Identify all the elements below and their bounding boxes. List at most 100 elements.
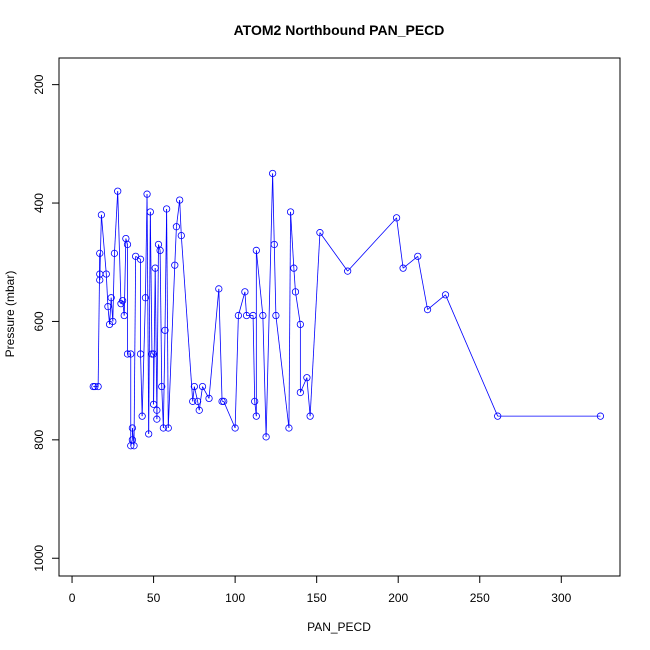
series-line-segment xyxy=(156,244,159,420)
series-line-segment xyxy=(192,386,195,402)
series-line-segment xyxy=(179,200,182,236)
data-point xyxy=(153,415,161,423)
data-point xyxy=(143,190,151,198)
data-point xyxy=(119,297,127,305)
data-point xyxy=(262,433,270,441)
data-point xyxy=(190,382,198,391)
data-point xyxy=(198,382,207,391)
y-tick-label: 800 xyxy=(32,430,46,450)
data-point xyxy=(102,270,110,278)
data-point xyxy=(306,412,314,420)
series-line-segment xyxy=(146,194,150,434)
data-point xyxy=(159,424,167,432)
series-line-segment xyxy=(162,330,166,429)
x-tick-label: 50 xyxy=(147,591,161,605)
data-point xyxy=(269,169,277,178)
series-line-segment xyxy=(180,235,194,402)
data-point xyxy=(249,311,257,320)
data-point xyxy=(153,406,161,414)
series-line-segment xyxy=(275,315,290,429)
series-line-segment xyxy=(396,217,404,269)
x-tick-label: 300 xyxy=(551,591,571,605)
data-point xyxy=(127,350,135,358)
data-point xyxy=(163,205,171,213)
series-line-segment xyxy=(148,211,151,434)
data-point xyxy=(164,424,172,432)
series-line-segment xyxy=(140,353,143,417)
data-point xyxy=(596,412,605,420)
data-point xyxy=(107,294,115,302)
data-point xyxy=(241,288,249,296)
data-point xyxy=(96,249,104,257)
series-line-segment xyxy=(347,217,397,272)
series-line-segment xyxy=(99,214,102,281)
series-line-segment xyxy=(174,226,177,266)
series-line-segment xyxy=(208,288,220,399)
data-point xyxy=(158,382,166,391)
series-line-segment xyxy=(295,291,301,325)
series-line-segment xyxy=(319,232,348,272)
data-point xyxy=(146,208,154,216)
y-axis-label: Pressure (mbar) xyxy=(3,271,17,358)
data-point xyxy=(109,317,117,326)
data-point xyxy=(234,311,242,320)
data-point xyxy=(251,397,259,405)
data-point xyxy=(123,240,132,249)
data-point xyxy=(215,285,223,293)
series-line-segment xyxy=(105,274,109,307)
data-point xyxy=(138,412,146,420)
y-tick-label: 200 xyxy=(32,74,46,94)
series-line-segment xyxy=(223,401,236,429)
data-point xyxy=(399,264,407,272)
series-line-segment xyxy=(218,288,223,402)
y-tick-label: 600 xyxy=(32,311,46,331)
data-point xyxy=(149,350,158,358)
chart-title: ATOM2 Northbound PAN_PECD xyxy=(234,22,445,38)
x-tick-label: 200 xyxy=(388,591,408,605)
data-point xyxy=(161,326,169,334)
series-line-segment xyxy=(193,386,199,402)
series-points xyxy=(89,169,605,450)
data-point xyxy=(316,229,324,237)
data-point xyxy=(130,442,138,450)
series-line-segment xyxy=(133,256,137,446)
data-point xyxy=(290,264,298,272)
series-line-segment xyxy=(123,238,127,316)
x-tick-label: 250 xyxy=(470,591,490,605)
plot-frame xyxy=(58,57,621,577)
data-point xyxy=(220,397,228,405)
data-point xyxy=(149,400,158,408)
data-point xyxy=(303,374,311,382)
data-point xyxy=(91,382,99,391)
data-point xyxy=(176,196,184,204)
data-point xyxy=(231,424,239,432)
data-point xyxy=(114,187,122,195)
data-point xyxy=(270,240,278,249)
x-tick-label: 100 xyxy=(225,591,245,605)
data-point xyxy=(252,246,260,254)
series-line-segment xyxy=(272,173,275,245)
series-line-segment xyxy=(265,173,274,437)
data-point xyxy=(286,208,295,216)
series-line-segment xyxy=(101,214,107,275)
series-line-segment xyxy=(114,191,119,254)
data-point xyxy=(414,252,422,260)
x-axis-label: PAN_PECD xyxy=(307,620,371,634)
series-line-segment xyxy=(164,208,168,331)
data-point xyxy=(128,424,136,432)
series-line-segment xyxy=(293,268,296,292)
series-line-segment xyxy=(167,265,176,429)
series-line-segment xyxy=(198,386,203,411)
data-point xyxy=(136,255,145,263)
series-line-segment xyxy=(445,294,499,417)
data-point xyxy=(344,267,352,275)
y-axis: 200 400 600 800 1000 xyxy=(32,74,60,572)
series-line-segment xyxy=(197,401,200,411)
series-line-segment xyxy=(141,297,146,417)
series-line-segment xyxy=(252,315,256,402)
data-point xyxy=(123,350,132,358)
series-line-segment xyxy=(290,211,295,269)
series-line-segment xyxy=(153,268,156,405)
series-line-segment xyxy=(135,255,141,260)
data-point xyxy=(145,430,153,438)
